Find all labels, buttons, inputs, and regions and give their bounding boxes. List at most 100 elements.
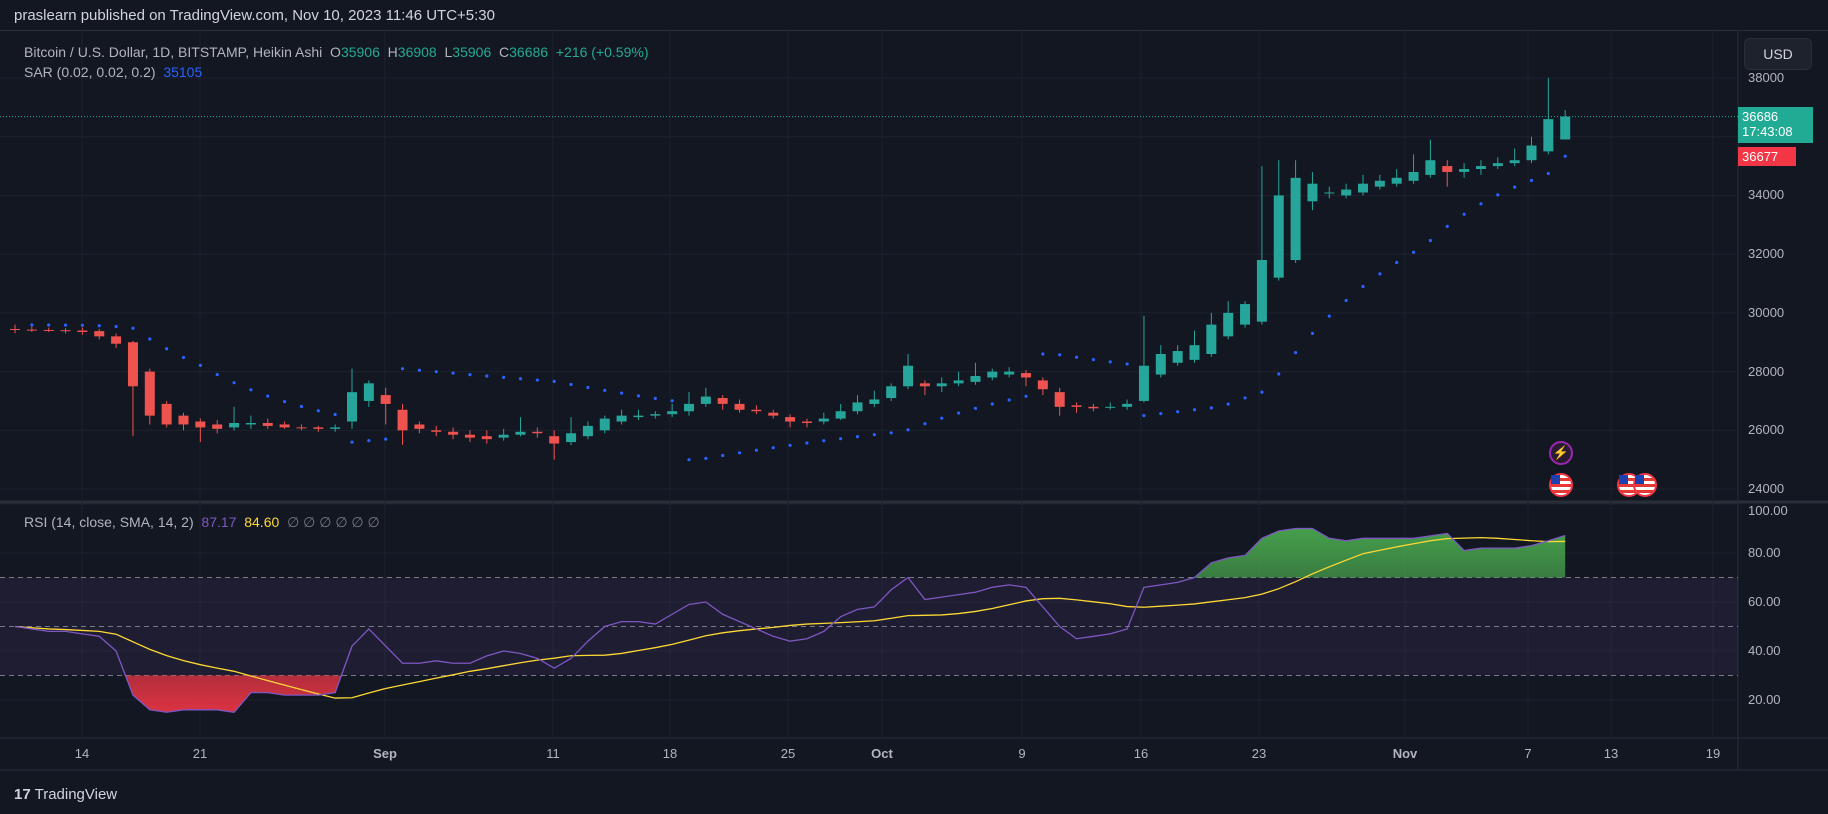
sar-dot <box>114 324 118 329</box>
symbol-legend[interactable]: Bitcoin / U.S. Dollar, 1D, BITSTAMP, Hei… <box>24 44 648 60</box>
candle <box>616 409 627 425</box>
sar-dot <box>215 372 219 377</box>
candle <box>953 371 964 387</box>
rsi-sma-value: 84.60 <box>244 514 280 530</box>
sar-dot <box>232 381 236 385</box>
candle-body <box>1172 351 1183 363</box>
sar-dot <box>1445 224 1449 228</box>
candle <box>1459 163 1470 178</box>
candle-body <box>43 329 54 331</box>
sar-dot <box>1411 250 1416 254</box>
candle-body <box>94 331 105 337</box>
us-flag-icon[interactable] <box>1549 473 1573 497</box>
time-label: 11 <box>546 746 560 761</box>
sar-dot <box>333 412 337 417</box>
sar-dot <box>906 428 910 432</box>
symbol-title[interactable]: Bitcoin / U.S. Dollar, 1D, BITSTAMP, Hei… <box>24 44 323 60</box>
sar-dot <box>855 435 860 439</box>
candle <box>768 409 779 419</box>
candle <box>414 421 425 434</box>
candle-body <box>1223 312 1234 337</box>
candle-body <box>1442 166 1453 172</box>
candle-body <box>953 380 964 384</box>
candle <box>127 340 138 437</box>
sar-dot <box>417 368 421 372</box>
rsi-sma-line <box>14 536 1566 699</box>
sar-dot <box>1243 396 1247 400</box>
rsi-label[interactable]: RSI (14, close, SMA, 14, 2) <box>24 514 194 530</box>
sar-dot <box>636 394 641 398</box>
time-label: 14 <box>74 746 90 761</box>
price-tick: 24000 <box>1748 481 1785 497</box>
candle-body <box>10 329 20 331</box>
price-tick: 30000 <box>1748 304 1785 320</box>
sar-dot <box>1226 402 1230 406</box>
tradingview-brand[interactable]: 17 TradingView <box>14 786 117 803</box>
sar-dot <box>704 456 708 460</box>
sar-dot <box>1428 238 1432 243</box>
time-label: 21 <box>192 746 208 761</box>
low-value: 35906 <box>452 44 492 60</box>
candle <box>903 353 914 390</box>
candle <box>1324 186 1335 199</box>
candle <box>818 412 829 425</box>
rsi-tick: 20.00 <box>1748 692 1781 707</box>
candle-body <box>818 418 829 422</box>
sar-dot <box>47 323 51 327</box>
candle-body <box>1324 192 1335 194</box>
sar-label[interactable]: SAR (0.02, 0.02, 0.2) <box>24 64 156 80</box>
candle-body <box>582 425 593 437</box>
price-tick: 32000 <box>1748 246 1785 262</box>
sar-dot <box>1378 272 1382 276</box>
candle-body <box>515 431 526 435</box>
sar-dot <box>754 448 759 452</box>
candle <box>1425 139 1436 178</box>
candle-body <box>599 418 610 431</box>
sar-dot <box>485 374 489 378</box>
candle-body <box>1240 304 1251 325</box>
candle-body <box>296 427 307 429</box>
candle-body <box>970 376 981 382</box>
candle <box>380 387 391 425</box>
sar-dot <box>603 388 607 392</box>
rsi-legend[interactable]: RSI (14, close, SMA, 14, 2) 87.17 84.60 … <box>24 514 380 531</box>
sar-dot <box>889 431 893 435</box>
candle-body <box>936 383 947 387</box>
time-label: 25 <box>780 746 796 761</box>
candle <box>886 383 897 401</box>
candle-body <box>1475 166 1486 170</box>
candle-body <box>77 330 88 332</box>
us-flag-icon[interactable] <box>1633 473 1657 497</box>
candle <box>852 395 863 415</box>
candle <box>801 418 812 428</box>
sar-dot <box>502 375 506 379</box>
sar-dot <box>1395 260 1399 265</box>
candle <box>1155 345 1166 378</box>
candle-body <box>919 383 930 387</box>
open-value: 35906 <box>340 44 380 60</box>
candle-body <box>127 342 138 387</box>
candle-body <box>262 422 273 426</box>
candle <box>60 328 71 334</box>
candle <box>229 406 240 431</box>
time-label: Nov <box>1392 746 1418 761</box>
time-label: 23 <box>1251 746 1267 761</box>
candle-body <box>380 395 391 404</box>
candle-body <box>1155 353 1166 375</box>
currency-button[interactable]: USD <box>1744 38 1812 70</box>
rsi-tick: 40.00 <box>1748 643 1781 658</box>
candle <box>835 403 846 421</box>
candle-body <box>363 383 374 401</box>
sar-legend[interactable]: SAR (0.02, 0.02, 0.2) 35105 <box>24 64 202 80</box>
lightning-icon[interactable]: ⚡ <box>1549 441 1573 465</box>
candle <box>1543 78 1554 155</box>
time-label: 16 <box>1133 746 1149 761</box>
candle-body <box>245 422 256 425</box>
candle <box>1071 402 1082 413</box>
sar-dot <box>687 458 691 462</box>
candle <box>1189 330 1200 363</box>
candle <box>1391 169 1402 187</box>
sar-dot <box>165 347 169 351</box>
candle-body <box>566 433 577 443</box>
